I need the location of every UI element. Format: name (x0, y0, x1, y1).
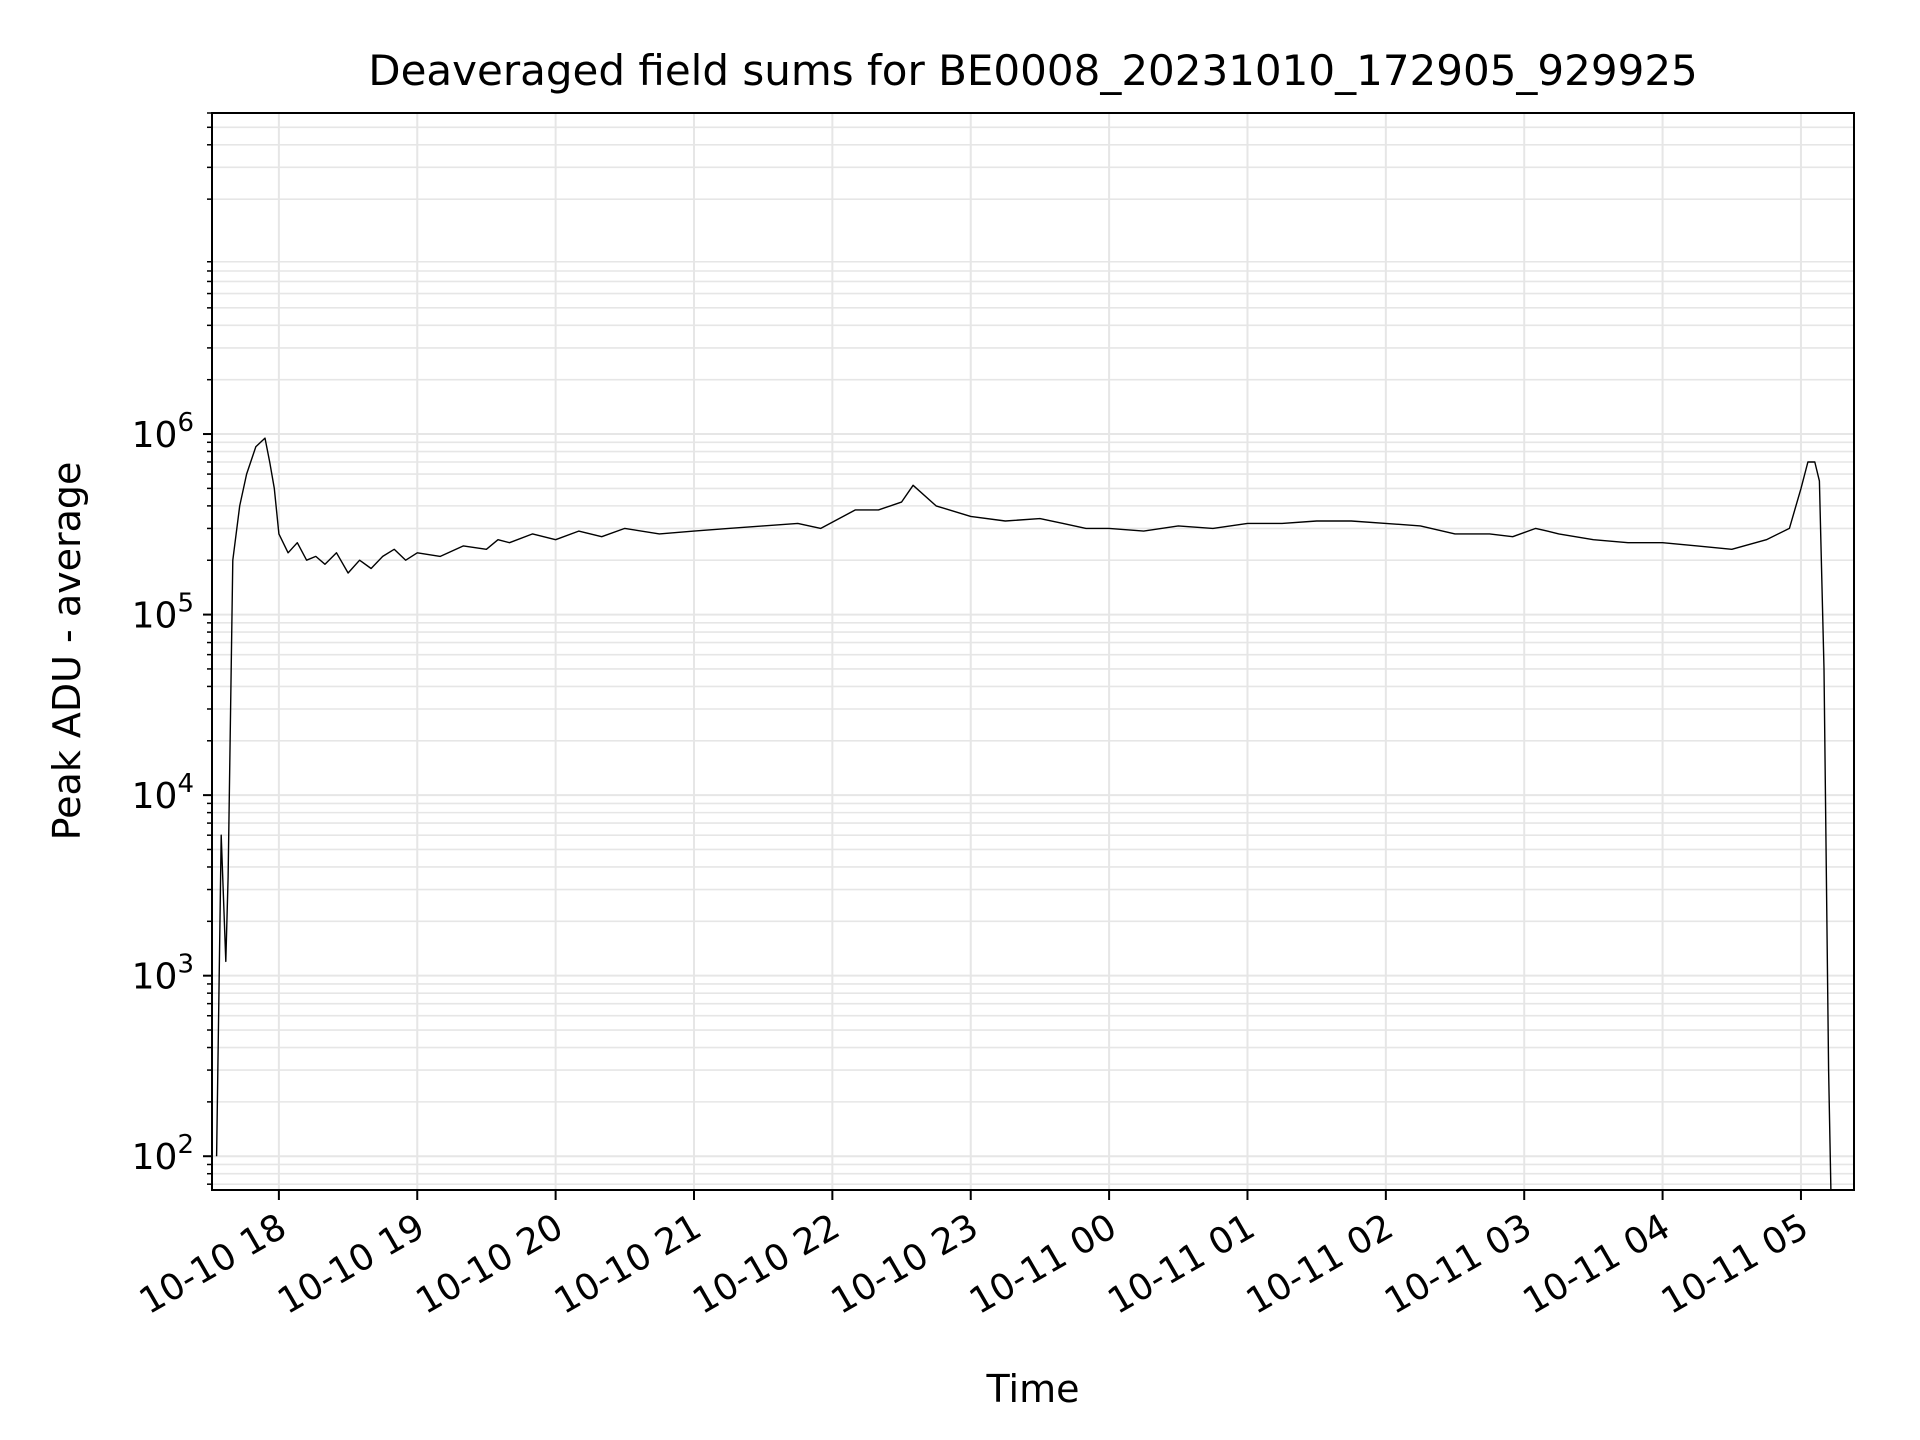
plot-frame (211, 112, 1855, 1191)
y-tick-label: 103 (132, 950, 194, 998)
y-tick-label: 102 (132, 1130, 194, 1178)
y-axis-label: Peak ADU - average (45, 462, 89, 841)
major-gridlines (212, 113, 1854, 1190)
y-axis-ticks: 102 103 104 105 106 (132, 112, 212, 1185)
minor-gridlines (212, 112, 1854, 1185)
y-tick-label: 104 (132, 769, 194, 817)
chart-title: Deaveraged field sums for BE0008_2023101… (368, 46, 1698, 95)
series-line (215, 437, 1832, 1191)
y-tick-label: 106 (132, 408, 194, 456)
x-axis-label: Time (986, 1367, 1080, 1411)
y-tick-label: 105 (132, 589, 194, 637)
